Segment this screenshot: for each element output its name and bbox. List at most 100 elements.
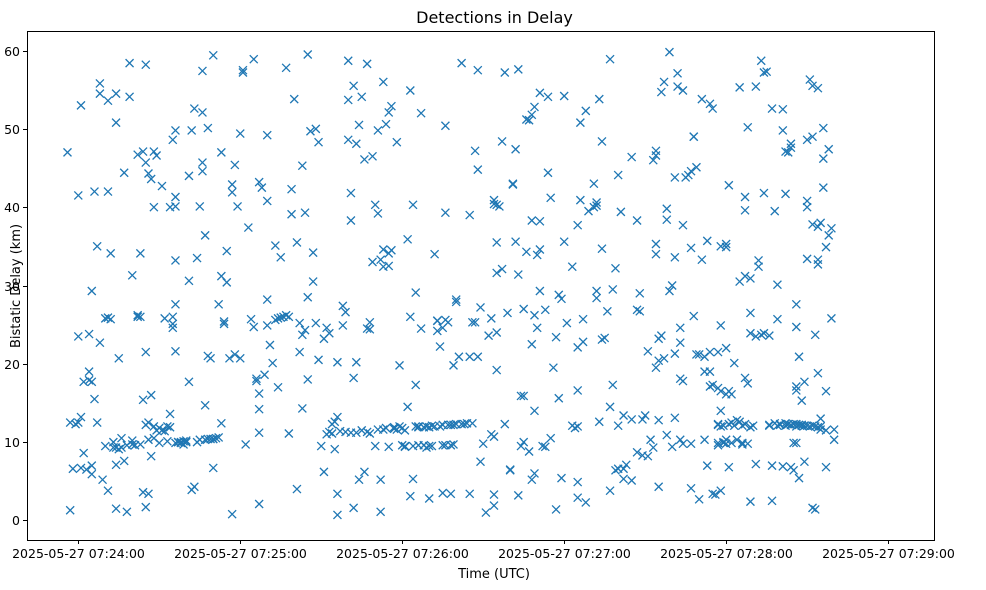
data-point xyxy=(511,144,521,154)
data-point xyxy=(254,389,264,399)
data-point xyxy=(716,486,726,496)
data-point xyxy=(179,436,189,446)
data-point xyxy=(589,179,599,189)
data-point xyxy=(632,305,642,315)
data-point xyxy=(292,484,302,494)
data-point xyxy=(716,406,726,416)
data-point xyxy=(791,438,801,448)
data-point xyxy=(578,314,588,324)
data-point xyxy=(368,257,377,267)
data-point xyxy=(397,440,407,450)
data-point xyxy=(705,367,715,377)
data-point xyxy=(262,320,272,330)
data-point xyxy=(449,440,458,449)
data-point xyxy=(813,222,823,232)
data-point xyxy=(635,306,645,316)
data-point xyxy=(513,490,523,500)
data-point xyxy=(424,441,434,451)
data-point xyxy=(546,433,556,443)
data-point xyxy=(802,254,812,264)
data-point xyxy=(802,196,812,206)
y-tick-label: 50 xyxy=(4,122,20,137)
data-point xyxy=(281,63,291,73)
data-point xyxy=(370,200,380,210)
data-point xyxy=(697,94,707,104)
data-point xyxy=(157,181,167,191)
data-point xyxy=(389,424,399,434)
data-point xyxy=(324,328,334,338)
data-point xyxy=(254,404,264,414)
data-point xyxy=(664,47,674,57)
y-tick-label: 30 xyxy=(4,279,20,294)
data-point xyxy=(103,187,113,196)
data-point xyxy=(411,421,421,431)
data-point xyxy=(395,421,404,431)
data-point xyxy=(160,426,170,436)
data-point xyxy=(90,187,99,196)
data-point xyxy=(287,209,297,219)
data-point xyxy=(705,99,715,109)
data-point xyxy=(551,505,561,514)
data-point xyxy=(559,91,569,101)
data-point xyxy=(227,187,237,197)
data-point xyxy=(171,192,180,202)
data-point xyxy=(84,329,94,339)
data-point xyxy=(332,357,342,367)
data-point xyxy=(171,255,180,265)
data-point xyxy=(171,201,180,211)
data-point xyxy=(235,129,245,139)
data-point xyxy=(538,441,548,451)
data-point xyxy=(505,465,515,474)
data-point xyxy=(465,210,475,220)
data-point xyxy=(141,158,151,168)
data-point xyxy=(492,268,502,278)
data-point xyxy=(405,86,415,95)
data-point xyxy=(530,406,539,416)
data-point xyxy=(133,150,143,160)
data-point xyxy=(208,463,218,473)
data-point xyxy=(691,349,701,359)
data-point xyxy=(63,147,72,157)
data-point xyxy=(235,353,245,363)
data-point xyxy=(73,418,83,427)
data-point xyxy=(489,199,499,209)
data-point xyxy=(762,67,772,77)
data-point xyxy=(718,421,728,431)
data-point xyxy=(324,427,334,437)
data-point xyxy=(573,421,583,431)
x-tick-label: 2025-05-27 07:27:00 xyxy=(498,546,631,561)
data-point xyxy=(486,313,496,323)
data-point xyxy=(592,293,602,303)
data-point xyxy=(330,444,340,454)
data-point xyxy=(743,439,753,449)
data-point xyxy=(810,330,820,340)
data-point xyxy=(478,439,488,449)
data-point xyxy=(332,489,342,499)
data-point xyxy=(632,216,642,225)
data-point xyxy=(662,430,672,440)
data-point xyxy=(300,208,310,218)
data-point xyxy=(251,376,261,386)
data-point xyxy=(249,54,259,64)
data-point xyxy=(781,418,790,428)
data-point xyxy=(144,489,153,499)
data-point xyxy=(351,357,361,367)
data-point xyxy=(708,104,718,113)
data-point xyxy=(146,174,156,184)
data-point xyxy=(381,423,391,433)
data-point xyxy=(805,75,815,85)
data-point xyxy=(327,429,337,438)
scatter-markers xyxy=(63,47,839,520)
data-point xyxy=(791,322,801,332)
data-point xyxy=(187,125,197,135)
data-point xyxy=(273,313,283,323)
y-tick-label: 40 xyxy=(4,200,20,215)
data-point xyxy=(597,335,607,344)
plot-background xyxy=(27,31,934,540)
data-point xyxy=(697,255,707,265)
data-point xyxy=(540,442,550,452)
data-point xyxy=(500,68,510,77)
data-point xyxy=(465,352,475,362)
data-point xyxy=(297,161,307,171)
data-point xyxy=(84,375,94,385)
